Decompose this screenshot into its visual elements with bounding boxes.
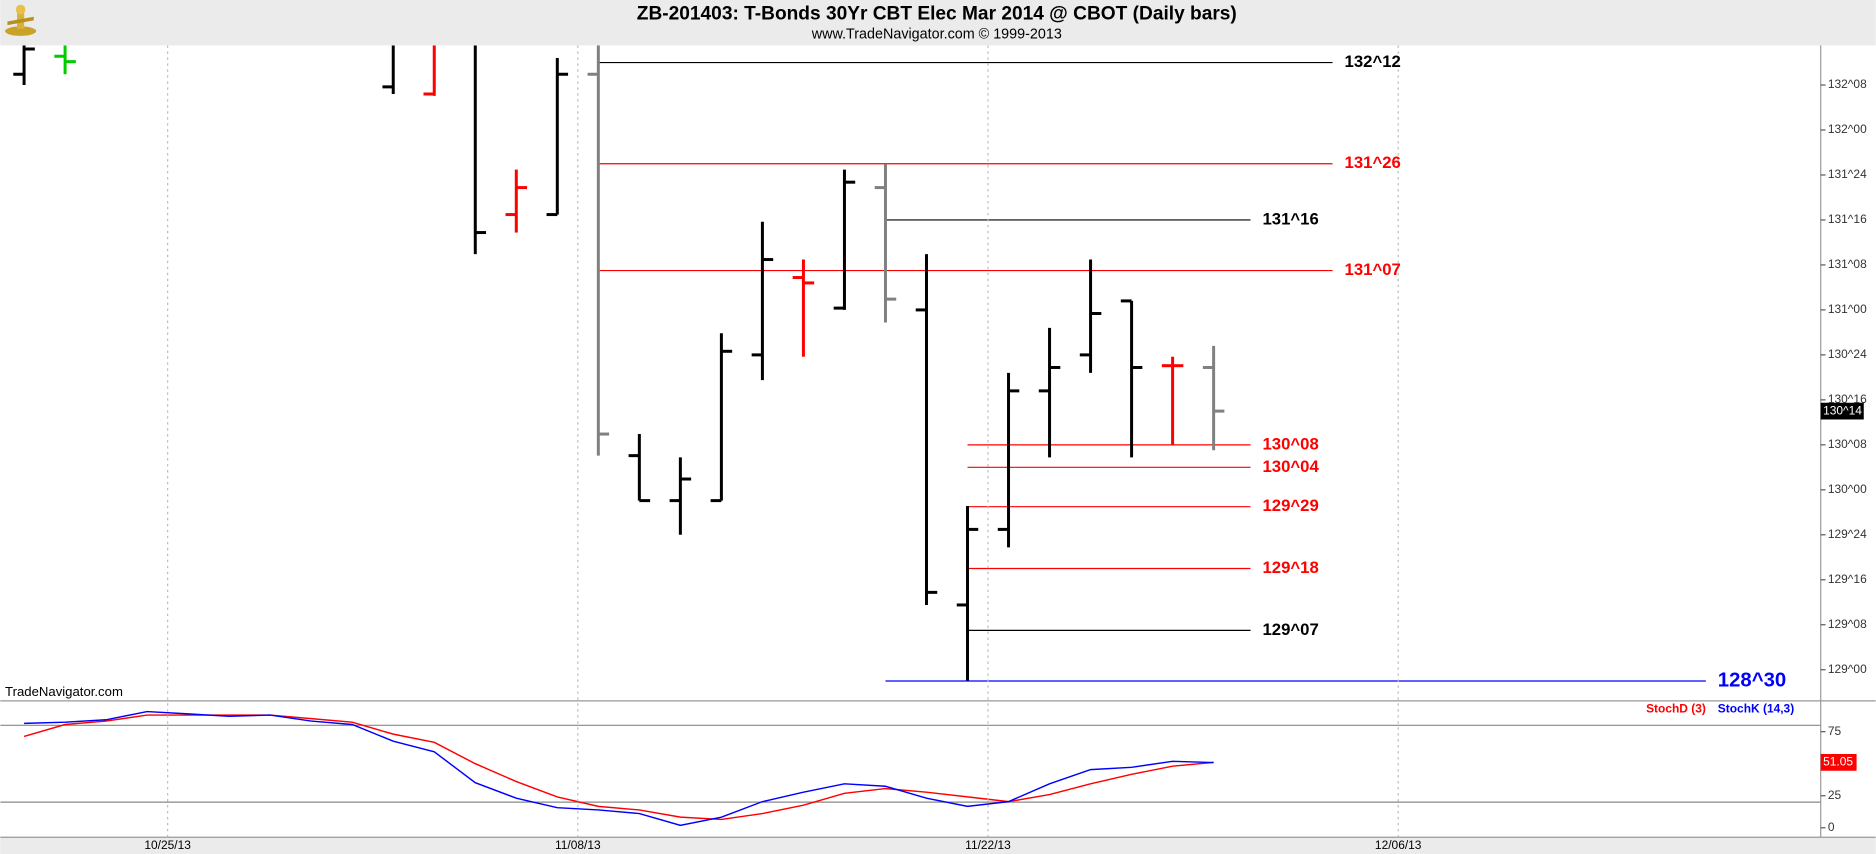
y-tick-label: 131^08 [1828,257,1867,271]
y-tick-label: 129^16 [1828,572,1867,586]
stoch-plot [0,710,1821,827]
legend-entry: StochD (3) [1646,701,1706,715]
y-tick-label: 75 [1828,724,1842,738]
logo [5,4,37,36]
y-tick-label: 0 [1828,820,1835,834]
y-tick-label: 129^00 [1828,662,1867,676]
y-tick-label: 129^08 [1828,617,1867,631]
y-tick-label: 132^00 [1828,122,1867,136]
x-axis-bg [0,837,1876,854]
level-label: 130^08 [1263,434,1319,453]
y-tick-label: 130^16 [1828,392,1867,406]
chart-subtitle: www.TradeNavigator.com © 1999-2013 [811,26,1062,42]
price-plot [13,45,1706,682]
level-label: 132^12 [1345,52,1401,71]
level-label: 129^18 [1263,558,1319,577]
level-label: 131^16 [1263,209,1319,228]
y-tick-label: 131^16 [1828,212,1867,226]
y-tick-label: 25 [1828,788,1842,802]
last-value-box [1820,754,1857,771]
x-tick-label: 11/08/13 [555,838,601,852]
legend-entry: StochK (14,3) [1718,701,1794,715]
watermark: TradeNavigator.com [5,684,123,699]
last-value-label: 51.05 [1823,755,1853,769]
y-tick-label: 130^00 [1828,482,1867,496]
level-label: 130^04 [1263,457,1320,476]
last-price-label: 130^14 [1823,403,1862,417]
y-tick-label: 129^24 [1828,527,1867,541]
level-label: 131^07 [1345,260,1401,279]
stoch-line [23,714,1214,821]
y-tick-label: 132^08 [1828,77,1867,91]
header-bg [0,0,1876,46]
level-label: 131^26 [1345,153,1401,172]
chart-title: ZB-201403: T-Bonds 30Yr CBT Elec Mar 201… [637,3,1237,24]
x-tick-label: 10/25/13 [144,838,191,852]
level-label: 129^29 [1263,496,1319,515]
stoch-line [24,710,1214,827]
last-price-box [1820,402,1864,420]
y-tick-label: 130^08 [1828,437,1867,451]
y-tick-label: 131^24 [1828,167,1867,181]
y-tick-label: 131^00 [1828,302,1867,316]
level-label: 129^07 [1263,620,1319,639]
x-tick-label: 12/06/13 [1375,838,1422,852]
x-tick-label: 11/22/13 [965,838,1011,852]
y-tick-label: 130^24 [1828,347,1867,361]
level-label: 128^30 [1718,669,1786,691]
axes: 10/25/13 11/08/13 11/22/13 12/06/13 129^00 12… [144,45,1867,852]
